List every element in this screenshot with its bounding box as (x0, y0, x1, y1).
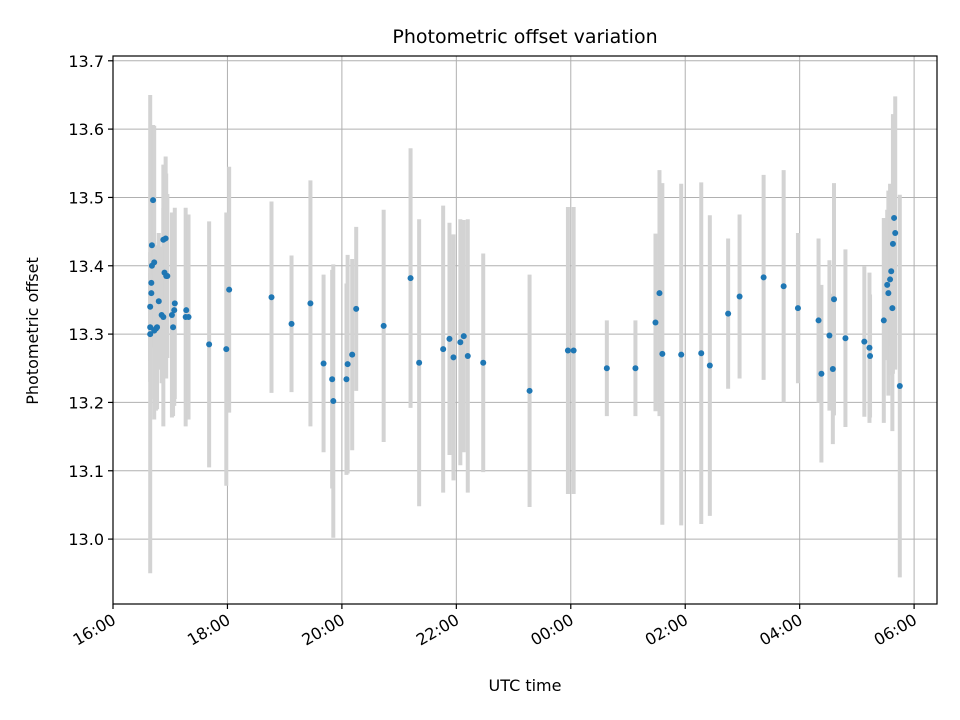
data-point (147, 303, 154, 310)
data-point (885, 290, 892, 297)
plot-frame (112, 55, 938, 605)
data-point (164, 273, 171, 280)
data-points (147, 197, 903, 405)
data-point (148, 242, 155, 249)
data-point (171, 307, 178, 314)
y-tick-label: 13.6 (68, 120, 104, 139)
data-point (185, 314, 192, 321)
data-point (464, 352, 471, 359)
y-axis-title: Photometric offset (23, 257, 42, 405)
data-point (460, 333, 467, 340)
data-point (151, 259, 158, 266)
y-axis: 13.0 13.1 13.2 13.3 13.4 13.5 13.6 13.7 (68, 52, 113, 549)
data-point (780, 283, 787, 290)
y-tick-label: 13.0 (68, 530, 104, 549)
data-point (183, 307, 190, 314)
data-point (652, 319, 659, 326)
data-point (160, 314, 167, 321)
data-point (288, 320, 295, 327)
data-point (223, 346, 230, 353)
data-point (526, 387, 533, 394)
data-point (168, 311, 175, 318)
data-point (659, 350, 666, 357)
data-point (867, 352, 874, 359)
data-point (706, 362, 713, 369)
y-tick-label: 13.5 (68, 188, 104, 207)
y-tick-label: 13.1 (68, 462, 104, 481)
data-point (678, 351, 685, 358)
data-point (162, 235, 169, 242)
data-point (656, 290, 663, 297)
data-point (892, 229, 899, 236)
data-point (564, 347, 571, 354)
data-point (148, 290, 155, 297)
data-point (206, 341, 213, 348)
data-point (416, 359, 423, 366)
data-point (446, 335, 453, 342)
data-point (725, 310, 732, 317)
data-point (344, 361, 351, 368)
data-point (407, 275, 414, 282)
data-point (880, 317, 887, 324)
data-point (632, 365, 639, 372)
data-point (842, 335, 849, 342)
data-point (353, 305, 360, 312)
data-point (760, 274, 767, 281)
data-point (330, 398, 337, 405)
data-point (329, 376, 336, 383)
data-point (861, 338, 868, 345)
data-point (888, 268, 895, 275)
y-tick-label: 13.7 (68, 52, 104, 71)
data-point (170, 324, 177, 331)
data-point (603, 365, 610, 372)
data-point (147, 331, 154, 338)
data-point (818, 370, 825, 377)
data-point (307, 300, 314, 307)
data-point (698, 350, 705, 357)
data-point (829, 365, 836, 372)
data-point (889, 240, 896, 247)
data-point (794, 305, 801, 312)
data-point (826, 332, 833, 339)
data-point (896, 383, 903, 390)
data-point (884, 281, 891, 288)
data-point (150, 197, 157, 204)
x-axis-title: UTC time (489, 676, 562, 695)
data-point (440, 346, 447, 353)
data-point (171, 300, 178, 307)
data-point (831, 296, 837, 303)
data-point (380, 322, 387, 329)
data-point (866, 344, 873, 351)
data-point (450, 354, 457, 361)
data-point (736, 293, 743, 300)
data-point (148, 279, 155, 286)
data-point (891, 214, 898, 221)
data-point (889, 305, 896, 312)
data-point (343, 376, 350, 383)
data-point (268, 294, 275, 301)
y-tick-label: 13.2 (68, 393, 104, 412)
chart-title: Photometric offset variation (392, 26, 657, 48)
data-point (147, 324, 154, 331)
data-point (349, 351, 356, 358)
data-point (320, 360, 327, 367)
y-tick-label: 13.3 (68, 325, 104, 344)
data-point (155, 298, 162, 305)
data-point (457, 339, 464, 346)
data-point (570, 347, 577, 354)
data-point (480, 359, 487, 366)
y-tick-label: 13.4 (68, 257, 104, 276)
data-point (154, 324, 161, 331)
data-point (226, 286, 233, 293)
data-point (815, 317, 822, 324)
data-point (887, 276, 894, 283)
